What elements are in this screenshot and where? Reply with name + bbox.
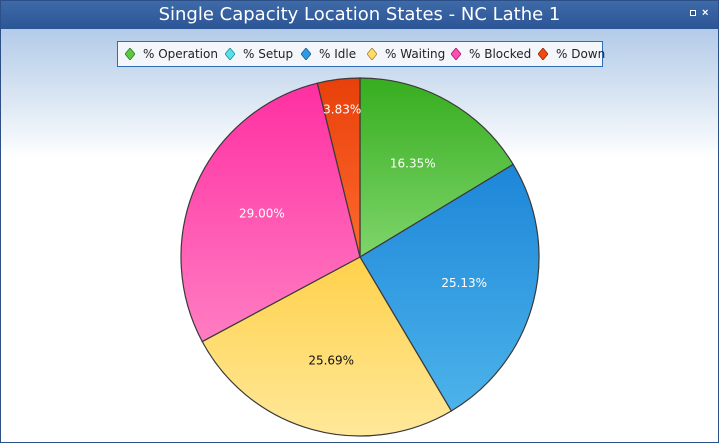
legend-waiting-icon bbox=[367, 48, 377, 60]
pie-label-idle: 25.13% bbox=[441, 276, 487, 290]
pie-slice-waiting[interactable] bbox=[201, 256, 453, 437]
pie-slice-down[interactable] bbox=[316, 77, 361, 258]
legend-label-down: % Down bbox=[556, 47, 606, 61]
window-title: Single Capacity Location States - NC Lat… bbox=[158, 4, 561, 25]
pie-slice-blocked[interactable] bbox=[180, 82, 361, 343]
pie-label-down: 3.83% bbox=[323, 103, 361, 117]
pie-label-operation: 16.35% bbox=[390, 157, 436, 171]
legend-blocked-icon bbox=[451, 48, 461, 60]
restore-icon[interactable] bbox=[689, 9, 698, 18]
pie-labels: 16.35% 25.13% 25.69% 29.00% 3.83% bbox=[239, 103, 487, 368]
title-bar: Single Capacity Location States - NC Lat… bbox=[1, 1, 718, 29]
pie-label-blocked: 29.00% bbox=[239, 206, 285, 220]
pie-slice-operation[interactable] bbox=[359, 77, 515, 259]
legend-label-waiting: % Waiting bbox=[385, 47, 446, 61]
close-icon[interactable]: × bbox=[702, 7, 709, 19]
pie-label-waiting: 25.69% bbox=[308, 354, 354, 368]
legend-label-operation: % Operation bbox=[143, 47, 218, 61]
legend-idle-icon bbox=[301, 48, 311, 60]
legend-down-icon bbox=[538, 48, 548, 60]
legend-operation-icon bbox=[125, 48, 135, 60]
chart-legend: % Operation % Setup % Idle % Waiting % B… bbox=[117, 41, 606, 67]
legend-setup-icon bbox=[225, 48, 235, 60]
legend-label-blocked: % Blocked bbox=[469, 47, 532, 61]
legend-label-setup: % Setup bbox=[243, 47, 294, 61]
pie-slices bbox=[180, 77, 540, 437]
pie-slice-idle[interactable] bbox=[359, 163, 540, 412]
legend-label-idle: % Idle bbox=[319, 47, 357, 61]
